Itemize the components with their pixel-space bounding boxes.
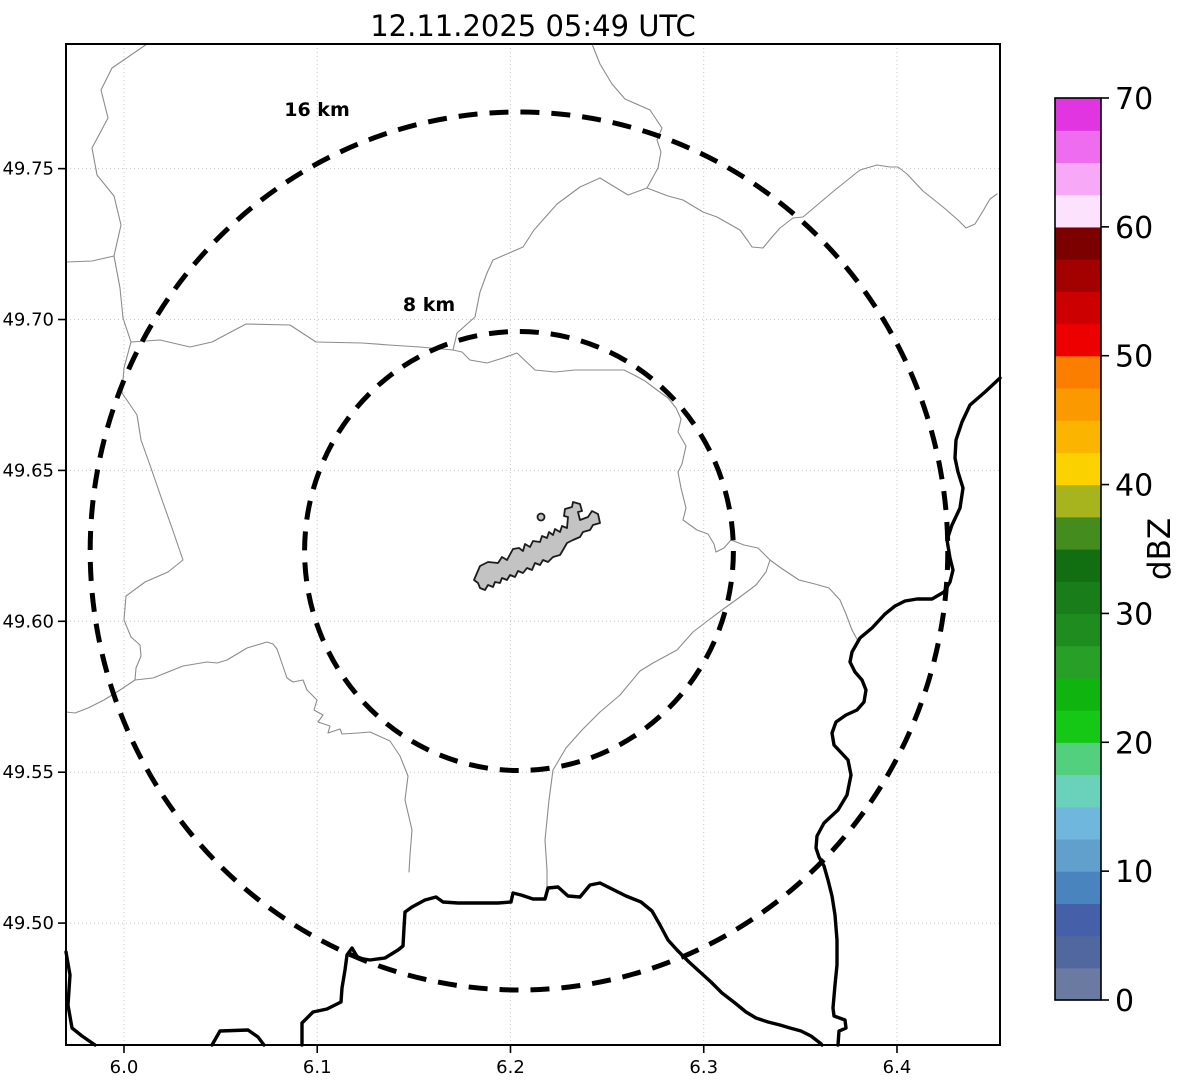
colorbar-tick-label: 50 xyxy=(1115,340,1153,375)
admin-border xyxy=(646,164,998,249)
colorbar-axis-label: dBZ xyxy=(1142,518,1178,580)
colorbar-segment xyxy=(1055,323,1101,357)
admin-border xyxy=(134,641,413,873)
colorbar-tick-label: 70 xyxy=(1115,82,1153,117)
country-border xyxy=(814,376,1002,1047)
x-tick-label: 6.4 xyxy=(883,1057,912,1078)
admin-border xyxy=(544,769,554,898)
colorbar-tick-label: 40 xyxy=(1115,469,1153,504)
country-border xyxy=(210,1028,266,1047)
range-ring-label: 8 km xyxy=(403,294,455,316)
y-tick-label: 49.75 xyxy=(2,159,54,180)
colorbar-segment xyxy=(1055,935,1101,969)
x-tick-label: 6.3 xyxy=(689,1057,718,1078)
colorbar-segment xyxy=(1055,710,1101,743)
colorbar-segment xyxy=(1055,259,1101,292)
colorbar-segment xyxy=(1055,838,1101,872)
range-rings-layer: 16 km 8 km xyxy=(87,99,951,993)
x-tick-label: 6.1 xyxy=(303,1057,332,1078)
colorbar-segment xyxy=(1055,291,1101,325)
x-tick-label: 6.0 xyxy=(110,1057,139,1078)
colorbar-tick-label: 10 xyxy=(1115,855,1153,890)
airport-outline-layer xyxy=(473,501,601,591)
admin-border xyxy=(65,341,184,714)
y-tick-label: 49.50 xyxy=(2,913,54,934)
colorbar-segment xyxy=(1055,549,1101,582)
colorbar-segment xyxy=(1055,484,1101,518)
colorbar-segment xyxy=(1055,452,1101,486)
admin-border xyxy=(552,559,771,771)
colorbar-tick-label: 60 xyxy=(1115,211,1153,246)
plot-spine xyxy=(65,43,1001,1046)
colorbar-segment xyxy=(1055,613,1101,647)
colorbar-segment xyxy=(1055,516,1101,550)
colorbar-tick-label: 30 xyxy=(1115,597,1153,632)
colorbar-segment xyxy=(1055,967,1101,1001)
figure-title: 12.11.2025 05:49 UTC xyxy=(370,9,696,43)
colorbar-spine xyxy=(1054,97,1102,1001)
colorbar-tick-label: 0 xyxy=(1115,984,1134,1019)
y-tick-label: 49.70 xyxy=(2,310,54,331)
admin-border xyxy=(91,43,454,351)
admin-border xyxy=(452,349,859,642)
colorbar-segment xyxy=(1055,742,1101,776)
range-ring-16km xyxy=(87,109,951,993)
admin-border xyxy=(452,177,648,351)
colorbar-segment xyxy=(1055,226,1101,260)
colorbar-segment xyxy=(1055,581,1101,615)
colorbar-tick-label: 20 xyxy=(1115,726,1153,761)
y-tick-label: 49.55 xyxy=(2,762,54,783)
colorbar-segment xyxy=(1055,871,1101,904)
range-ring-label: 16 km xyxy=(284,99,350,121)
axes-layer: 6.0 6.1 6.2 6.3 6.4 49.75 49.70 49.65 49.60 49.55… xyxy=(2,43,1001,1078)
airport-dot xyxy=(536,512,546,522)
colorbar-segment xyxy=(1055,774,1101,808)
admin-border xyxy=(65,255,115,263)
colorbar-segment xyxy=(1055,387,1101,421)
colorbar-segment xyxy=(1055,806,1101,840)
colorbar-segment xyxy=(1055,645,1101,679)
y-tick-label: 49.65 xyxy=(2,460,54,481)
colorbar-segment xyxy=(1055,903,1101,937)
range-ring-8km xyxy=(302,328,736,773)
country-border xyxy=(64,950,97,1047)
colorbar-segment xyxy=(1055,98,1101,131)
colorbar-segment xyxy=(1055,194,1101,228)
gridlines-layer xyxy=(66,44,1000,1045)
country-borders-layer xyxy=(64,376,1002,1047)
colorbar-segment xyxy=(1055,355,1101,389)
y-tick-label: 49.60 xyxy=(2,611,54,632)
colorbar-layer: 0 10 20 30 40 50 60 70 dBZ xyxy=(1054,82,1178,1019)
colorbar-segment xyxy=(1055,420,1101,453)
airport-polygon xyxy=(473,501,601,591)
colorbar-segment xyxy=(1055,677,1101,711)
admin-border xyxy=(591,43,663,189)
x-tick-label: 6.2 xyxy=(496,1057,525,1078)
colorbar-segment xyxy=(1055,162,1101,196)
colorbar-segment xyxy=(1055,130,1101,164)
